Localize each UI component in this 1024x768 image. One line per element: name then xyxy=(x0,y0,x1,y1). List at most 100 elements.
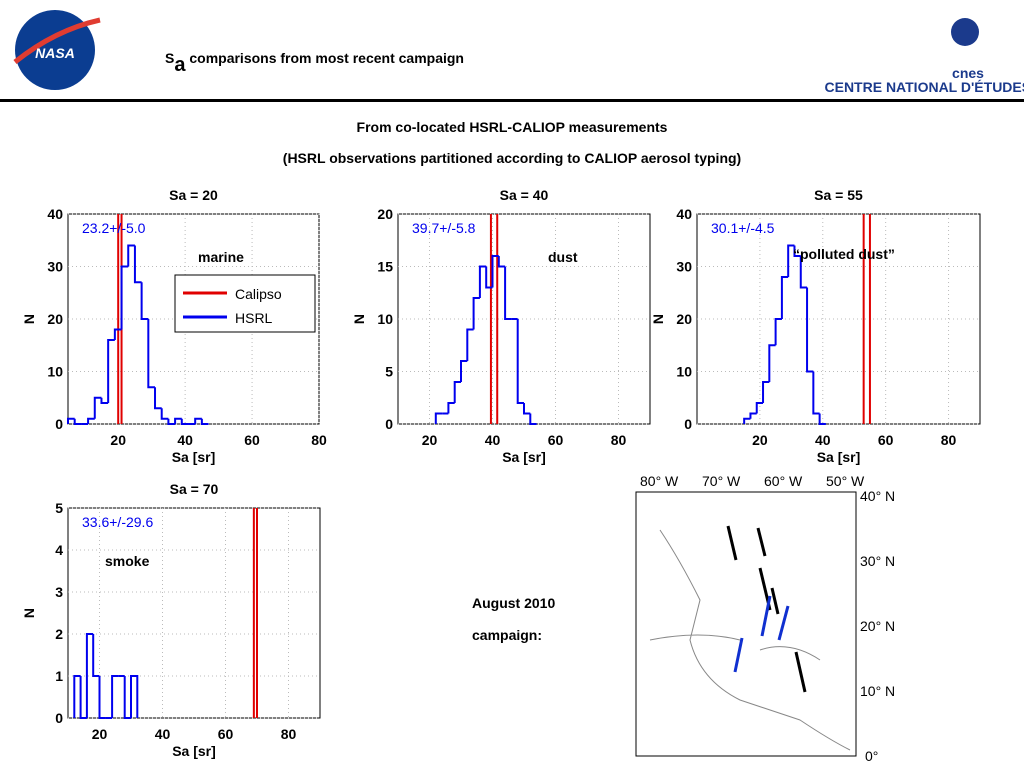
category-label: “polluted dust” xyxy=(793,246,895,262)
map-lon-label: 50° W xyxy=(826,473,865,489)
histogram-bin xyxy=(460,360,468,382)
y-tick-label: 5 xyxy=(385,364,393,380)
y-tick-label: 15 xyxy=(377,259,393,275)
histogram-bin xyxy=(100,397,109,404)
histogram-bin xyxy=(774,318,782,346)
x-tick-label: 20 xyxy=(752,432,768,448)
map-frame xyxy=(635,491,857,757)
plot-area xyxy=(67,507,321,719)
category-label: smoke xyxy=(105,553,150,569)
histogram-bin xyxy=(147,319,156,389)
x-tick-label: 80 xyxy=(311,432,327,448)
x-tick-label: 80 xyxy=(941,432,957,448)
histogram-bin xyxy=(73,418,82,425)
subtitle: (HSRL observations partitioned according… xyxy=(283,150,741,166)
y-axis-label: N xyxy=(650,314,666,324)
histogram-bin xyxy=(768,344,776,382)
coastline xyxy=(649,529,851,751)
histogram-bin xyxy=(180,418,189,425)
histogram-bin xyxy=(472,297,480,330)
histogram-bin xyxy=(167,418,176,425)
y-tick-label: 20 xyxy=(47,311,63,327)
histogram-bin xyxy=(87,417,95,424)
histogram-bin xyxy=(497,256,506,268)
histogram-bin xyxy=(111,675,119,718)
histogram-bin xyxy=(749,412,757,419)
x-tick-label: 40 xyxy=(155,726,171,742)
histogram-bin xyxy=(516,319,524,404)
cnes-caption: CENTRE NATIONAL D'ÉTUDES SPATIALES xyxy=(825,79,1024,95)
y-tick-label: 1 xyxy=(55,668,63,684)
histogram-bin xyxy=(154,387,162,410)
histogram-bin xyxy=(806,287,814,373)
histogram-bin xyxy=(93,396,102,419)
y-tick-label: 0 xyxy=(385,416,393,432)
annotation: 23.2+/-5.0 xyxy=(82,220,146,236)
annotation: 30.1+/-4.5 xyxy=(711,220,775,236)
x-tick-label: 60 xyxy=(548,432,564,448)
map-lat-label: 20° N xyxy=(860,618,895,634)
x-axis-label: Sa [sr] xyxy=(172,743,216,759)
y-tick-label: 10 xyxy=(47,364,63,380)
x-axis-label: Sa [sr] xyxy=(172,449,216,465)
map-lon-label: 60° W xyxy=(764,473,803,489)
y-tick-label: 5 xyxy=(55,500,63,516)
chart-title: Sa = 70 xyxy=(170,481,219,497)
x-tick-label: 80 xyxy=(611,432,627,448)
histogram-bin xyxy=(523,403,531,415)
cnes-emblem xyxy=(951,18,979,46)
subtitle: From co-located HSRL-CALIOP measurements xyxy=(357,119,668,135)
y-axis-label: N xyxy=(21,608,37,618)
y-tick-label: 3 xyxy=(55,584,63,600)
chart-title: Sa = 40 xyxy=(500,187,549,203)
histogram-bin xyxy=(79,676,87,719)
histogram-bin xyxy=(799,256,808,289)
map-lat-label: 10° N xyxy=(860,683,895,699)
histogram-bin xyxy=(787,244,795,277)
map-lat-label: 40° N xyxy=(860,488,895,504)
histogram-bin xyxy=(780,276,789,319)
histogram-bin xyxy=(818,413,826,425)
histogram-bin xyxy=(127,244,135,267)
histogram-bin xyxy=(529,413,537,425)
y-tick-label: 20 xyxy=(377,206,393,222)
histogram-bin xyxy=(447,402,455,414)
histogram-bin xyxy=(434,412,443,424)
histogram-bin xyxy=(174,417,182,424)
x-tick-label: 20 xyxy=(110,432,126,448)
histogram-bin xyxy=(73,675,81,718)
histogram-bin xyxy=(812,371,820,415)
histogram-bin xyxy=(113,328,122,340)
category-label: dust xyxy=(548,249,578,265)
campaign-label: campaign: xyxy=(472,627,542,643)
campaign-label: August 2010 xyxy=(472,595,555,611)
map-lat-label: 0° xyxy=(865,748,878,764)
histogram-bin xyxy=(133,245,142,284)
legend-label: HSRL xyxy=(235,310,273,326)
x-tick-label: 40 xyxy=(485,432,501,448)
map-lon-label: 70° W xyxy=(702,473,741,489)
title-rest: comparisons from most recent campaign xyxy=(185,50,464,66)
hsrl-tracks xyxy=(733,595,790,673)
x-tick-label: 60 xyxy=(218,726,234,742)
histogram-bin xyxy=(755,402,764,414)
histogram-bin xyxy=(67,417,75,424)
map-lon-label: 80° W xyxy=(640,473,679,489)
chart-title: Sa = 20 xyxy=(169,187,218,203)
annotation: 33.6+/-29.6 xyxy=(82,514,153,530)
slide-title: Sa comparisons from most recent campaign xyxy=(165,50,464,76)
histogram-bin xyxy=(160,408,169,420)
histogram-bin xyxy=(130,675,139,718)
x-tick-label: 40 xyxy=(815,432,831,448)
histogram-bin xyxy=(120,265,129,330)
title-sub: a xyxy=(174,54,186,76)
y-tick-label: 0 xyxy=(55,416,63,432)
x-tick-label: 60 xyxy=(878,432,894,448)
title-rule xyxy=(0,99,1024,102)
histogram-bin xyxy=(107,339,115,403)
histogram-bin xyxy=(85,633,94,718)
y-tick-label: 30 xyxy=(47,259,63,275)
x-tick-label: 20 xyxy=(422,432,438,448)
annotation: 39.7+/-5.8 xyxy=(412,220,476,236)
